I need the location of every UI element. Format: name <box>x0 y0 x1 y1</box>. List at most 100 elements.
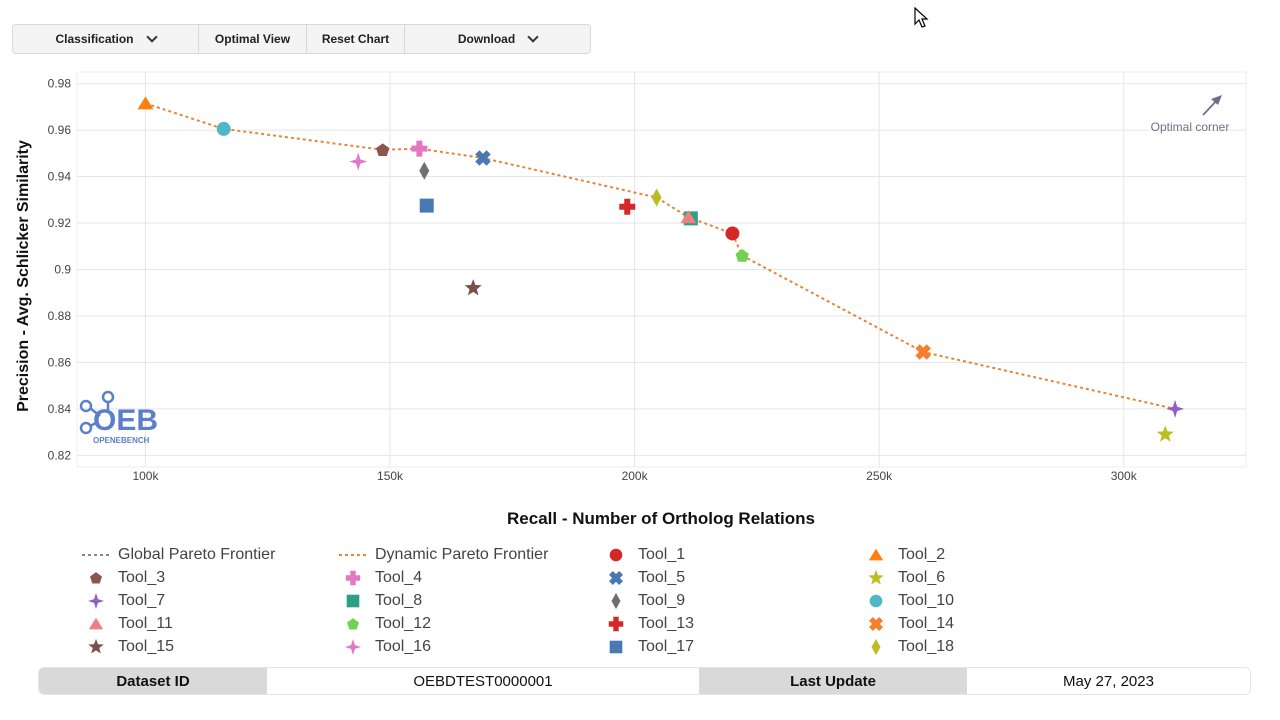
point-tool-2 <box>137 96 154 110</box>
y-tick-label: 0.9 <box>54 263 71 277</box>
legend-item-tool-17[interactable]: Tool_17 <box>600 636 694 658</box>
data-points <box>137 96 1185 442</box>
legend-item-tool-8[interactable]: Tool_8 <box>337 590 422 612</box>
legend-label: Tool_7 <box>118 592 166 609</box>
legend-label: Tool_13 <box>638 615 695 632</box>
legend-item-tool-3[interactable]: Tool_3 <box>80 567 165 589</box>
point-tool-10 <box>216 121 231 136</box>
legend-label: Tool_9 <box>638 592 686 609</box>
legend-item-tool-9[interactable]: Tool_9 <box>600 590 685 612</box>
legend-item-tool-11[interactable]: Tool_11 <box>80 613 173 635</box>
legend-label: Tool_1 <box>638 546 686 563</box>
dataset-info-bar: Dataset ID OEBDTEST0000001 Last Update M… <box>38 667 1251 695</box>
y-tick-label: 0.84 <box>48 402 72 416</box>
x-tick-label: 150k <box>377 469 404 483</box>
legend-label: Tool_8 <box>375 592 423 609</box>
point-tool-17 <box>419 198 434 213</box>
x-axis-ticks: 100k 150k 200k 250k 300k <box>132 469 1137 483</box>
legend-item-tool-5[interactable]: Tool_5 <box>600 567 685 589</box>
point-tool-3 <box>376 143 390 156</box>
y-tick-label: 0.86 <box>48 355 72 369</box>
legend-item-tool-4[interactable]: Tool_4 <box>337 567 422 589</box>
point-tool-1 <box>725 226 740 241</box>
legend-item-tool-15[interactable]: Tool_15 <box>80 636 174 658</box>
x-tick-label: 250k <box>866 469 893 483</box>
point-tool-16 <box>349 152 368 171</box>
legend-item-tool-6[interactable]: Tool_6 <box>860 567 945 589</box>
legend-item-tool-18[interactable]: Tool_18 <box>860 636 954 658</box>
dynamic-pareto-frontier-line <box>145 102 1176 410</box>
optimal-view-button[interactable]: Optimal View <box>199 25 307 53</box>
x-tick-label: 300k <box>1111 469 1138 483</box>
x-tick-label: 100k <box>132 469 159 483</box>
point-tool-5 <box>475 150 491 166</box>
classification-label: Classification <box>55 32 134 46</box>
legend-label: Tool_6 <box>898 569 946 586</box>
y-axis-ticks: 0.82 0.84 0.86 0.88 0.9 0.92 0.94 0.96 0.98 <box>48 77 72 463</box>
download-label: Download <box>457 32 516 46</box>
scatter-chart[interactable]: 100k 150k 200k 250k 300k 0.82 0.84 0.86 0.88 0.9… <box>0 0 1280 540</box>
y-tick-label: 0.94 <box>48 170 72 184</box>
legend-label: Tool_2 <box>898 546 946 563</box>
legend-item-tool-14[interactable]: Tool_14 <box>860 613 954 635</box>
x-tick-label: 200k <box>622 469 649 483</box>
point-tool-11 <box>680 210 697 224</box>
legend-label: Tool_14 <box>898 615 955 632</box>
y-axis-label: Precision - Avg. Schlicker Similarity <box>15 140 32 412</box>
y-tick-label: 0.96 <box>48 123 72 137</box>
y-tick-label: 0.82 <box>48 448 72 462</box>
point-tool-4 <box>411 140 428 157</box>
point-tool-6 <box>1156 425 1174 442</box>
legend-label: Tool_15 <box>118 638 175 655</box>
legend-label: Tool_18 <box>898 638 955 655</box>
legend-label: Tool_5 <box>638 569 686 586</box>
legend-label: Tool_4 <box>375 569 423 586</box>
optimal-corner-label: Optimal corner <box>1151 120 1230 134</box>
optimal-corner-annotation: Optimal corner <box>1151 95 1230 134</box>
point-tool-14 <box>915 344 931 360</box>
y-tick-label: 0.92 <box>48 216 72 230</box>
point-tool-15 <box>464 279 482 296</box>
reset-chart-button[interactable]: Reset Chart <box>307 25 405 53</box>
y-tick-label: 0.88 <box>48 309 72 323</box>
last-update-label: Last Update <box>699 668 967 694</box>
reset-chart-label: Reset Chart <box>321 32 390 46</box>
legend-item-tool-12[interactable]: Tool_12 <box>337 613 431 635</box>
logo-subtext: OPENEBENCH <box>93 436 150 445</box>
legend-item-tool-2[interactable]: Tool_2 <box>860 544 945 566</box>
legend-item-tool-10[interactable]: Tool_10 <box>860 590 954 612</box>
classification-dropdown[interactable]: Classification <box>13 25 199 53</box>
point-tool-9 <box>419 161 430 180</box>
point-tool-12 <box>735 249 749 262</box>
x-axis-label: Recall - Number of Ortholog Relations <box>507 509 815 528</box>
legend-item-tool-13[interactable]: Tool_13 <box>600 613 694 635</box>
chart-grid <box>76 71 1247 468</box>
openebench-logo: OEB OPENEBENCH <box>79 390 158 445</box>
legend-label: Tool_12 <box>375 615 432 632</box>
point-tool-13 <box>619 198 636 215</box>
chart-toolbar: Classification Optimal View Reset Chart … <box>12 24 591 54</box>
legend-label: Global Pareto Frontier <box>118 546 276 563</box>
logo-text: OEB <box>93 404 158 437</box>
legend-item-tool-1[interactable]: Tool_1 <box>600 544 685 566</box>
dataset-id-label: Dataset ID <box>39 668 267 694</box>
legend-item-dynamic-pareto-frontier[interactable]: Dynamic Pareto Frontier <box>337 544 548 566</box>
legend-label: Tool_16 <box>375 638 432 655</box>
point-tool-7 <box>1166 399 1185 418</box>
last-update-value: May 27, 2023 <box>967 668 1250 694</box>
optimal-view-label: Optimal View <box>214 32 291 46</box>
legend-label: Tool_3 <box>118 569 166 586</box>
legend-item-global-pareto-frontier[interactable]: Global Pareto Frontier <box>80 544 275 566</box>
legend-label: Tool_11 <box>118 615 173 632</box>
legend-item-tool-7[interactable]: Tool_7 <box>80 590 165 612</box>
y-tick-label: 0.98 <box>48 77 72 91</box>
legend-label: Tool_10 <box>898 592 955 609</box>
arrow-icon <box>1211 95 1222 105</box>
point-tool-18 <box>651 188 662 207</box>
mouse-cursor-icon <box>914 7 929 28</box>
download-dropdown[interactable]: Download <box>405 25 590 53</box>
legend-label: Dynamic Pareto Frontier <box>375 546 549 563</box>
dataset-id-value: OEBDTEST0000001 <box>267 668 699 694</box>
legend-item-tool-16[interactable]: Tool_16 <box>337 636 431 658</box>
legend-label: Tool_17 <box>638 638 695 655</box>
